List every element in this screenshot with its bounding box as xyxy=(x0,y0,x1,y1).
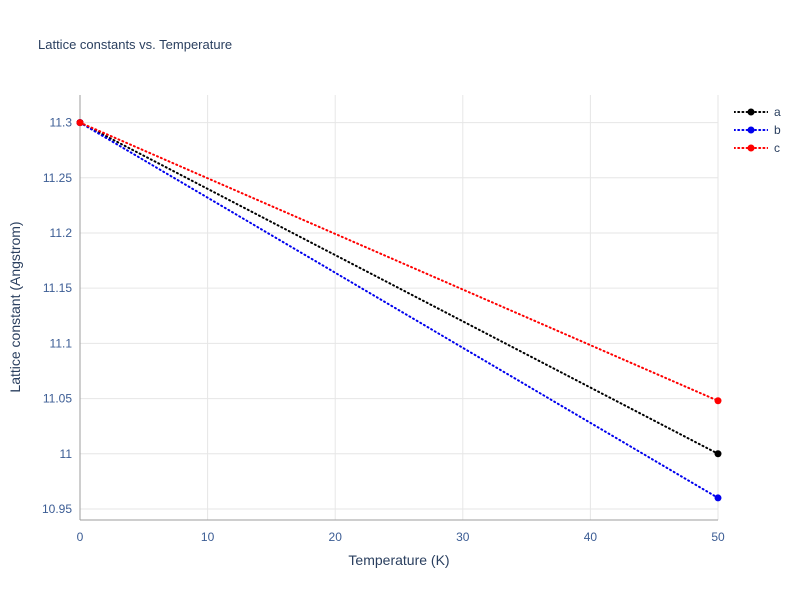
legend-marker-icon xyxy=(734,126,768,134)
y-tick-label: 10.95 xyxy=(42,502,72,516)
series-marker-a xyxy=(714,450,722,458)
y-tick-label: 11.25 xyxy=(43,171,72,185)
x-tick-label: 10 xyxy=(201,530,215,544)
y-axis-label: Lattice constant (Angstrom) xyxy=(7,221,23,393)
x-tick-label: 20 xyxy=(329,530,343,544)
x-tick-label: 50 xyxy=(711,530,725,544)
chart-title: Lattice constants vs. Temperature xyxy=(38,37,233,52)
series-marker-c xyxy=(76,119,84,127)
series-marker-b xyxy=(714,494,722,502)
series-line-b xyxy=(79,121,719,499)
legend-marker-icon xyxy=(734,108,768,116)
y-tick-label: 11.3 xyxy=(50,116,73,130)
y-tick-label: 11.05 xyxy=(43,392,72,406)
y-tick-label: 11 xyxy=(60,447,73,461)
y-tick-label: 11.15 xyxy=(43,281,72,295)
x-tick-label: 40 xyxy=(584,530,598,544)
y-tick-label: 11.2 xyxy=(50,226,73,240)
legend-label: a xyxy=(774,105,781,119)
x-tick-label: 0 xyxy=(77,530,84,544)
legend-item-b[interactable]: b xyxy=(734,121,781,139)
legend-item-a[interactable]: a xyxy=(734,103,781,121)
series-line-c xyxy=(79,121,719,402)
legend-label: c xyxy=(774,141,780,155)
legend-item-c[interactable]: c xyxy=(734,139,781,157)
series-marker-c xyxy=(714,397,722,405)
x-axis-label: Temperature (K) xyxy=(348,552,450,568)
x-tick-label: 30 xyxy=(456,530,470,544)
legend-marker-icon xyxy=(734,144,768,152)
legend-label: b xyxy=(774,123,781,137)
y-tick-label: 11.1 xyxy=(50,336,73,350)
